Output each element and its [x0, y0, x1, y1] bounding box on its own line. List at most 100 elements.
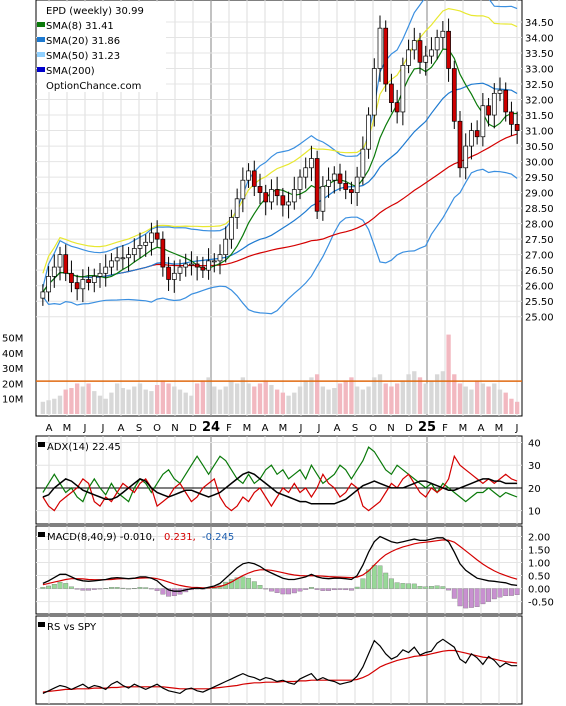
volume-bar — [337, 383, 343, 414]
macd-hist-bar — [486, 588, 492, 602]
macd-hist-bar — [108, 587, 114, 589]
volume-bar — [103, 398, 108, 414]
macd-hist-bar — [137, 587, 143, 589]
candle-body — [114, 257, 120, 262]
volume-bar — [132, 386, 137, 414]
volume-bar — [183, 392, 188, 414]
macd-hist-bar — [63, 583, 69, 589]
candle-body — [463, 145, 469, 169]
candle-body — [80, 279, 86, 290]
candle-body — [309, 158, 314, 169]
macd-hist-bar — [451, 588, 457, 599]
macd-hist-bar — [303, 588, 309, 590]
macd-hist-bar — [463, 588, 469, 609]
macd-hist-bar — [91, 588, 97, 590]
volume-bar — [292, 392, 297, 414]
candle-body — [411, 40, 417, 51]
macd-hist-bar — [491, 588, 497, 600]
candle-body — [349, 189, 354, 193]
macd-hist-bar — [160, 588, 166, 595]
macd-hist-bar — [314, 588, 320, 590]
price-panel: 34.50 34.00 33.50 33.00 32.50 32.00 31.50 31.00… — [2, 0, 554, 417]
price-y-tick: 33.00 — [525, 65, 554, 76]
x-tick-label: M — [243, 423, 252, 434]
x-tick-label: A — [118, 423, 125, 434]
macd-hist-bar — [114, 587, 120, 589]
adx-y-tick: 40 — [528, 439, 541, 450]
candle-body — [240, 179, 246, 200]
macd-hist-bar — [166, 588, 172, 597]
candle-body — [149, 232, 154, 243]
volume-bar — [280, 392, 286, 414]
candle-body — [246, 170, 251, 181]
candle-body — [103, 266, 109, 274]
legend-sma20: SMA(20) 31.86 — [46, 36, 120, 47]
candle-body — [229, 217, 234, 240]
candle-body — [177, 266, 183, 274]
macd-hist-bar — [503, 588, 509, 597]
adx-panel: 40 30 20 10 ADX(14) 22.45 — [35, 435, 541, 525]
macd-hist-bar — [120, 587, 126, 589]
volume-bar — [137, 383, 143, 414]
rs-lines — [42, 638, 518, 695]
candle-body — [354, 176, 360, 193]
price-y-tick: 31.00 — [525, 127, 554, 138]
volume-bar — [252, 386, 257, 414]
adx-grid — [36, 436, 522, 524]
macd-y-tick: 1.50 — [528, 546, 550, 557]
macd-hist-bar — [366, 569, 372, 589]
candle-body — [46, 276, 51, 293]
price-y-tick: 26.00 — [525, 282, 554, 293]
macd-hist-bar — [308, 587, 314, 589]
volume-bar — [377, 374, 383, 414]
rs-panel: RS vs SPY — [35, 615, 523, 705]
keltner-upper — [42, 7, 518, 274]
candle-body — [343, 182, 349, 190]
volume-bar — [332, 388, 337, 414]
candle-body — [269, 189, 274, 203]
candle-body — [171, 272, 177, 280]
macd-y-tick: -0.50 — [528, 598, 554, 609]
candle-body — [263, 192, 269, 203]
volume-bar — [257, 383, 263, 414]
volume-bar — [440, 371, 446, 414]
volume-bar — [400, 380, 406, 414]
volume-bar — [217, 389, 223, 414]
x-tick-label: D — [189, 423, 197, 434]
macd-hist-bar — [343, 588, 349, 591]
volume-bar — [429, 380, 434, 414]
macd-hist-bar — [348, 588, 354, 591]
x-tick-label: J — [299, 423, 303, 434]
volume-bar — [423, 383, 428, 414]
candle-body — [474, 130, 480, 138]
macd-hist-bar — [46, 585, 52, 589]
volume-bar — [154, 384, 160, 414]
macd-y-tick: 2.00 — [528, 533, 550, 544]
volume-y-tick: 20M — [2, 379, 23, 390]
macd-line — [42, 535, 518, 592]
macd-y-tick: 1.00 — [528, 559, 550, 570]
candle-body — [217, 254, 223, 262]
bollinger-lower — [42, 168, 518, 315]
bollinger-upper — [42, 0, 518, 288]
x-tick-label: J — [515, 423, 519, 434]
macd-hist-bar — [474, 588, 480, 607]
macd-hist-bar — [51, 583, 57, 589]
volume-bar — [383, 383, 388, 414]
volume-bar — [126, 389, 131, 414]
macd-signal-value: 0.231, — [164, 532, 196, 543]
volume-bar — [492, 383, 497, 414]
candle-body — [297, 176, 303, 190]
macd-hist-bar — [411, 583, 417, 589]
x-tick-label: M — [279, 423, 288, 434]
volume-bar — [497, 389, 503, 414]
macd-title: MACD(8,40,9) -0.010, — [47, 532, 155, 543]
volume-bar — [389, 386, 394, 414]
macd-hist-bar — [468, 588, 474, 608]
macd-hist-bar — [417, 586, 423, 589]
volume-bar — [57, 395, 63, 414]
volume-bar — [240, 377, 246, 414]
macd-hist-bar — [280, 588, 286, 595]
legend-background — [38, 2, 166, 92]
